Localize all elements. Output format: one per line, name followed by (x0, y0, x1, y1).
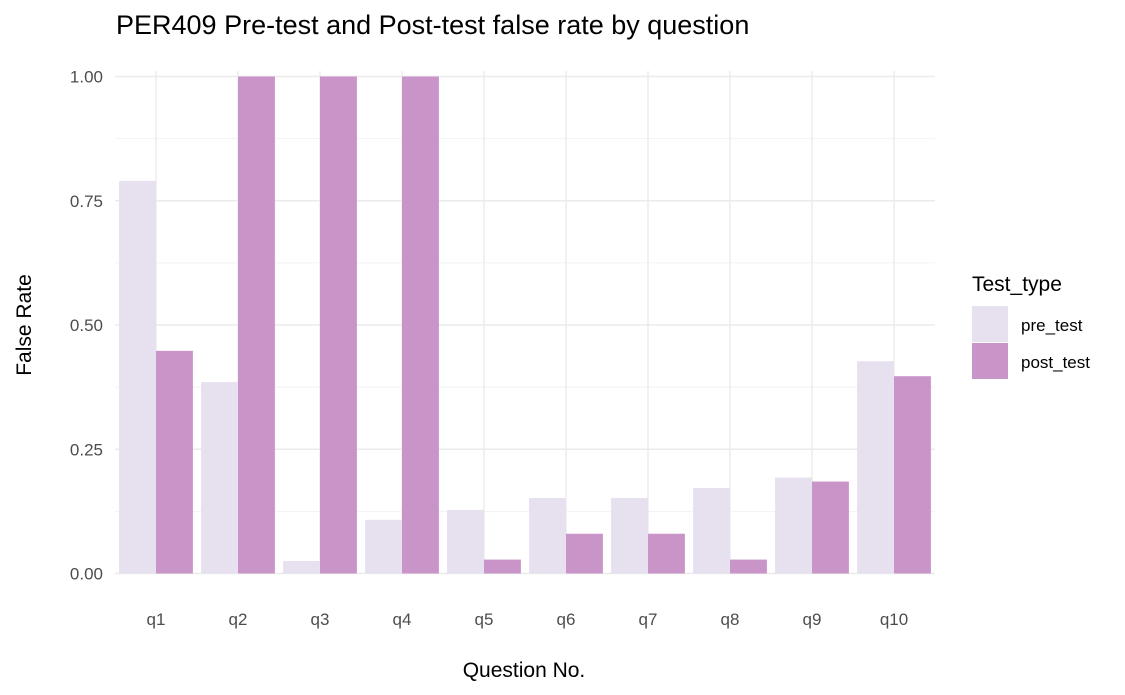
y-tick-label: 0.00 (70, 565, 103, 584)
y-axis-ticks: 0.00 0.25 0.50 0.75 1.00 (70, 68, 103, 584)
bar-post_test-q7 (648, 533, 685, 574)
x-tick-label: q4 (393, 610, 412, 629)
x-tick-label: q1 (147, 610, 166, 629)
bar-post_test-q5 (484, 559, 521, 574)
bar-pre_test-q9 (775, 477, 812, 574)
bar-post_test-q2 (238, 76, 275, 574)
x-tick-label: q5 (475, 610, 494, 629)
bar-post_test-q4 (402, 76, 439, 574)
bar-pre_test-q4 (365, 519, 402, 574)
bar-pre_test-q7 (611, 497, 648, 574)
x-tick-label: q9 (803, 610, 822, 629)
legend-swatch-post_test (972, 343, 1008, 379)
x-tick-label: q6 (557, 610, 576, 629)
bar-pre_test-q5 (447, 509, 484, 574)
bar-pre_test-q6 (529, 497, 566, 574)
x-tick-label: q7 (639, 610, 658, 629)
y-tick-label: 0.75 (70, 192, 103, 211)
x-tick-label: q8 (721, 610, 740, 629)
legend-label-post_test: post_test (1021, 353, 1090, 372)
bar-pre_test-q1 (119, 180, 156, 574)
bar-pre_test-q3 (283, 561, 320, 574)
x-tick-label: q10 (880, 610, 908, 629)
bar-post_test-q1 (156, 350, 193, 574)
bar-post_test-q3 (320, 76, 357, 574)
chart-title: PER409 Pre-test and Post-test false rate… (116, 10, 749, 40)
bar-post_test-q9 (812, 481, 849, 574)
x-tick-label: q3 (311, 610, 330, 629)
legend-swatch-pre_test (972, 306, 1008, 342)
legend-title: Test_type (972, 273, 1062, 296)
bar-post_test-q6 (566, 533, 603, 574)
bar-post_test-q8 (730, 559, 767, 574)
bars (119, 76, 931, 574)
x-tick-label: q2 (229, 610, 248, 629)
x-axis-ticks: q1 q2 q3 q4 q5 q6 q7 q8 q9 q10 (147, 610, 909, 629)
x-axis-title: Question No. (463, 659, 586, 682)
legend: Test_type pre_test post_test (972, 273, 1090, 379)
y-tick-label: 1.00 (70, 68, 103, 87)
bar-pre_test-q8 (693, 488, 730, 574)
y-axis-title: False Rate (13, 274, 36, 376)
y-tick-label: 0.25 (70, 440, 103, 459)
bar-pre_test-q10 (857, 361, 894, 574)
bar-post_test-q10 (894, 376, 931, 574)
y-tick-label: 0.50 (70, 316, 103, 335)
legend-label-pre_test: pre_test (1021, 316, 1083, 335)
bar-pre_test-q2 (201, 382, 238, 574)
